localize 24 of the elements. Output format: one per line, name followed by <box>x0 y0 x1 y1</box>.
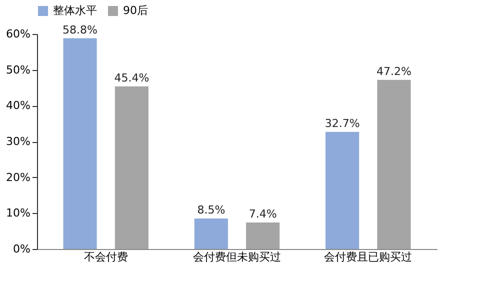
data-label: 45.4% <box>114 71 150 84</box>
y-tick-label: 60% <box>6 28 30 40</box>
legend-label: 90后 <box>123 4 148 17</box>
bar <box>63 38 97 249</box>
y-tick-label: 50% <box>6 63 30 76</box>
data-label: 7.4% <box>248 207 277 220</box>
y-tick-label: 10% <box>6 206 30 220</box>
data-label: 32.7% <box>324 116 360 130</box>
data-label: 47.2% <box>376 64 412 78</box>
y-tick-label: 0% <box>13 242 30 256</box>
bar <box>326 132 360 249</box>
data-label: 58.8% <box>62 23 98 36</box>
bar <box>246 222 280 249</box>
x-tick-label: 会付费且已购买过 <box>324 250 412 264</box>
x-tick-label: 不会付费 <box>84 250 128 264</box>
y-tick-label: 20% <box>6 170 30 184</box>
x-tick-label: 会付费但未购买过 <box>193 250 281 264</box>
y-tick-label: 40% <box>6 99 30 112</box>
legend-label: 整体水平 <box>53 4 97 17</box>
data-label: 8.5% <box>197 204 226 217</box>
bar <box>194 218 228 249</box>
bar <box>377 80 411 249</box>
bar <box>114 86 148 249</box>
y-tick-label: 30% <box>6 135 30 148</box>
